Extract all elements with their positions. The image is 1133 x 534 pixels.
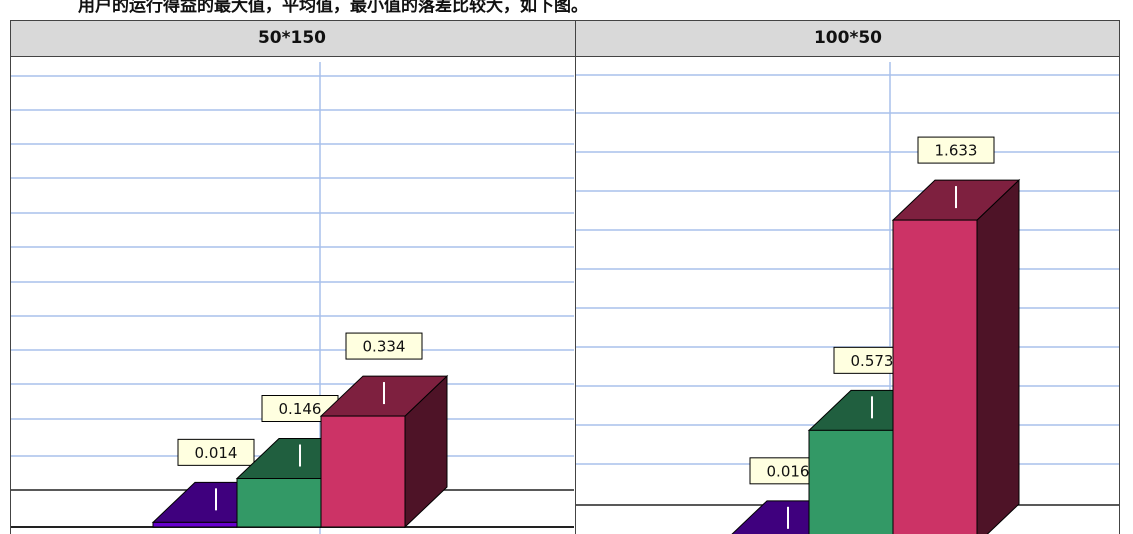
data-label: 1.633	[935, 142, 978, 160]
table-header-row	[10, 20, 1120, 56]
bar-front	[808, 429, 894, 534]
data-label: 0.016	[767, 462, 810, 480]
label-box	[345, 332, 423, 360]
table-border	[10, 20, 1120, 534]
table-header: 100*50	[814, 28, 882, 48]
data-label: 0.334	[363, 338, 406, 356]
bar	[319, 374, 449, 529]
label-box	[917, 136, 995, 164]
data-label: 0.146	[279, 400, 322, 418]
caption: 用户的运行得益的最大值，平均值，最小值的落差比较大，如下图。	[78, 0, 588, 16]
label-box	[177, 438, 255, 466]
chart: 0.016 0.573 1.633	[576, 62, 1119, 534]
bar-side	[976, 178, 1020, 534]
data-label: 0.014	[195, 444, 238, 462]
bar	[891, 178, 1021, 534]
data-label: 0.573	[851, 352, 894, 370]
bar-front	[236, 478, 322, 528]
bar-front	[320, 415, 406, 528]
bar-front	[152, 521, 238, 528]
bar-front	[892, 219, 978, 534]
table-header: 50*150	[258, 28, 326, 48]
chart: 0.014 0.146 0.334	[11, 62, 574, 534]
